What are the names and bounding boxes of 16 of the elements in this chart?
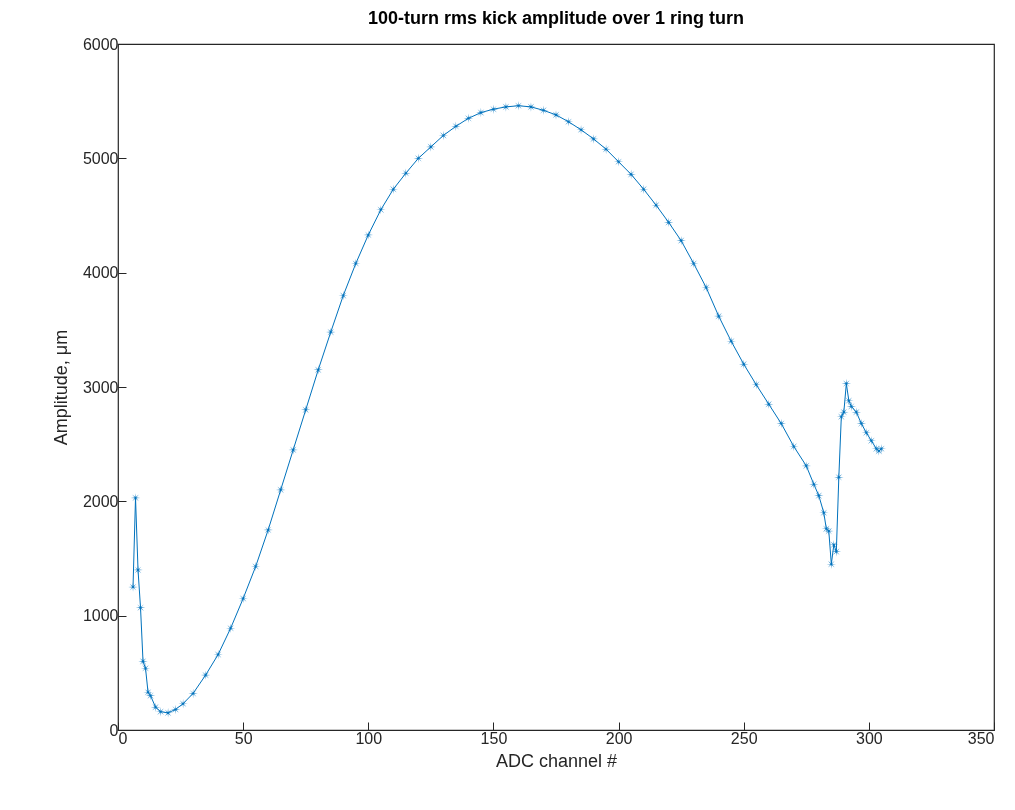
y-tick-label: 5000 (82, 149, 119, 167)
x-tick-label: 50 (234, 729, 253, 747)
y-tick-label: 2000 (82, 492, 119, 510)
x-tick-label: 250 (730, 729, 758, 747)
x-tick-label: 300 (856, 729, 883, 747)
x-axis-title: ADC channel # (495, 750, 618, 771)
y-tick-label: 4000 (82, 264, 119, 282)
y-tick-label: 3000 (82, 378, 119, 396)
x-tick-label: 350 (967, 729, 995, 747)
x-tick-label: 150 (480, 729, 508, 747)
x-tick-label: 100 (355, 729, 383, 747)
chart-title: 100-turn rms kick amplitude over 1 ring turn (367, 8, 745, 28)
y-tick-label: 1000 (82, 607, 119, 625)
y-axis-title: Amplitude, μm (50, 329, 71, 446)
x-tick-label: 200 (605, 729, 633, 747)
y-tick-label: 6000 (82, 35, 119, 53)
